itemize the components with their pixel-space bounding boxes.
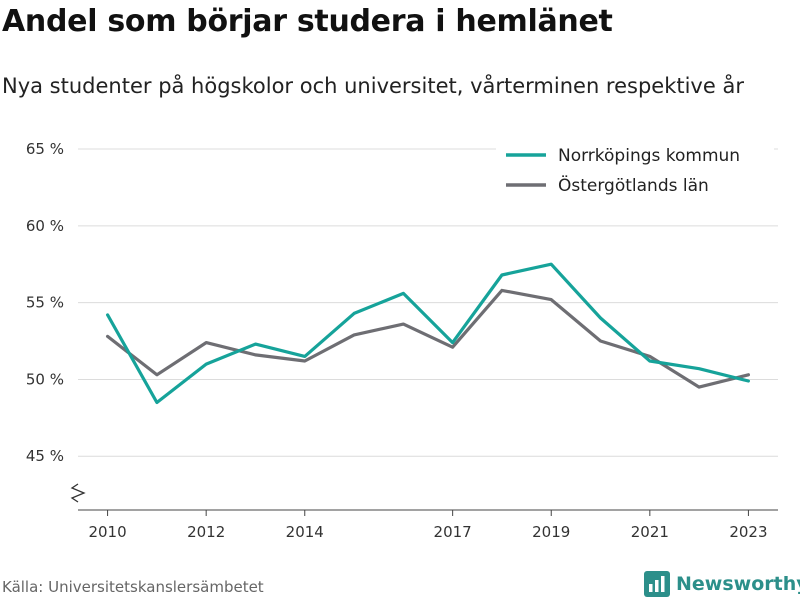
x-tick-label: 2021: [631, 523, 669, 541]
x-axis: [70, 483, 778, 516]
x-tick-label: 2010: [88, 523, 126, 541]
legend-label: Norrköpings kommun: [558, 146, 740, 166]
series-line-ostergotland: [105, 288, 751, 389]
brand-logo: Newsworthy: [644, 570, 800, 598]
newsworthy-logo-icon: [644, 571, 670, 597]
y-axis-tick-labels: 45 % 50 % 55 % 60 % 65 %: [26, 140, 64, 465]
source-note: Källa: Universitetskanslersämbetet: [2, 578, 264, 596]
legend: Norrköpings kommun Östergötlands län: [496, 126, 774, 202]
x-tick-label: 2012: [187, 523, 225, 541]
x-tick-label: 2014: [286, 523, 324, 541]
chart-subtitle: Nya studenter på högskolor och universit…: [2, 74, 744, 98]
series-lines: [105, 262, 751, 405]
x-tick-label: 2023: [729, 523, 767, 541]
x-axis-tick-labels: 2010 2012 2014 2017 2019 2021 2023: [88, 523, 767, 541]
y-tick-label: 55 %: [26, 294, 64, 312]
x-tick-label: 2017: [434, 523, 472, 541]
line-chart: 45 %50 %55 %60 %65 % 2010 2012 2014 2017 201…: [25, 126, 778, 541]
brand-name: Newsworthy: [676, 573, 800, 595]
y-tick-label: 65 %: [26, 140, 64, 158]
y-tick-label: 45 %: [26, 447, 64, 465]
legend-background: [496, 126, 774, 202]
chart-title: Andel som börjar studera i hemlänet: [2, 4, 613, 39]
axis-break-marker: [70, 483, 86, 503]
legend-label: Östergötlands län: [558, 174, 709, 196]
series-line-norrkoping: [105, 262, 751, 405]
y-tick-label: 50 %: [26, 370, 64, 388]
x-tick-label: 2019: [532, 523, 570, 541]
y-tick-label: 60 %: [26, 217, 64, 235]
